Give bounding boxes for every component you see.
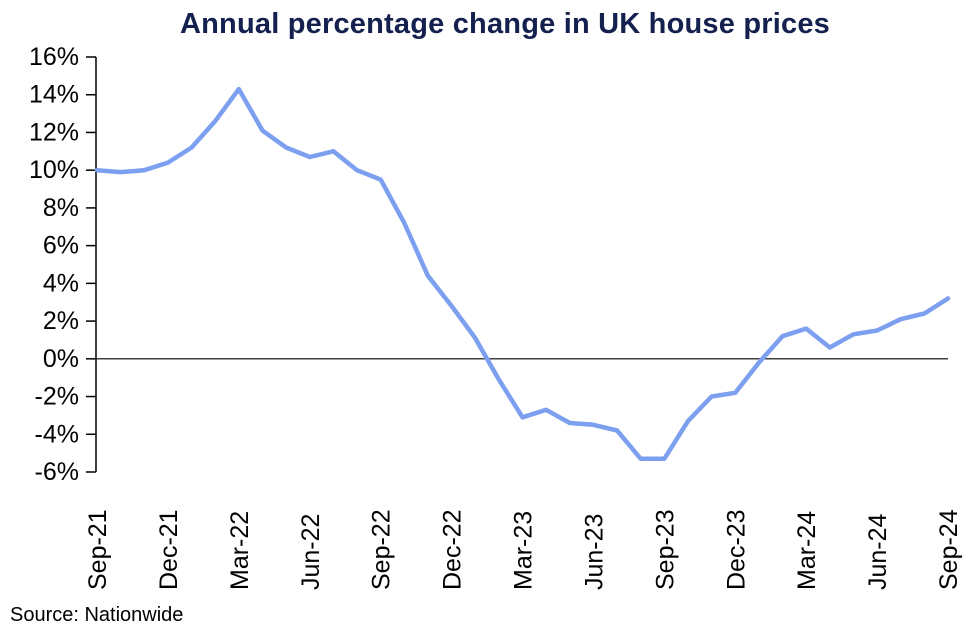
x-tick-label: Dec-23 [722,509,750,590]
chart-title: Annual percentage change in UK house pri… [180,8,830,40]
x-tick-label: Jun-23 [580,514,608,590]
x-tick-label: Mar-24 [793,511,821,590]
x-tick-label: Dec-21 [155,509,183,590]
house-price-change-line [94,86,951,462]
x-tick-label: Sep-23 [651,509,679,590]
x-tick-label: Sep-21 [84,509,112,590]
y-tick-label: 14% [29,81,79,109]
source-note: Source: Nationwide [10,604,184,626]
y-tick-label: 2% [43,307,79,335]
y-tick-label: 0% [43,345,79,373]
x-tick-label: Mar-23 [510,511,538,590]
x-tick-label: Jun-22 [297,514,325,590]
y-tick-label: -4% [35,420,79,448]
y-tick-label: 10% [29,156,79,184]
y-tick-label: -6% [35,458,79,486]
x-tick-label: Dec-22 [439,509,467,590]
y-tick-label: 8% [43,194,79,222]
y-tick-label: 16% [29,43,79,71]
y-tick-label: 4% [43,269,79,297]
x-tick-label: Jun-24 [864,513,892,590]
y-tick-label: 6% [43,232,79,260]
y-tick-label: 12% [29,118,79,146]
y-tick-label: -2% [35,383,79,411]
x-tick-label: Sep-22 [368,509,396,590]
x-tick-label: Mar-22 [226,511,254,590]
x-tick-label: Sep-24 [935,509,963,590]
